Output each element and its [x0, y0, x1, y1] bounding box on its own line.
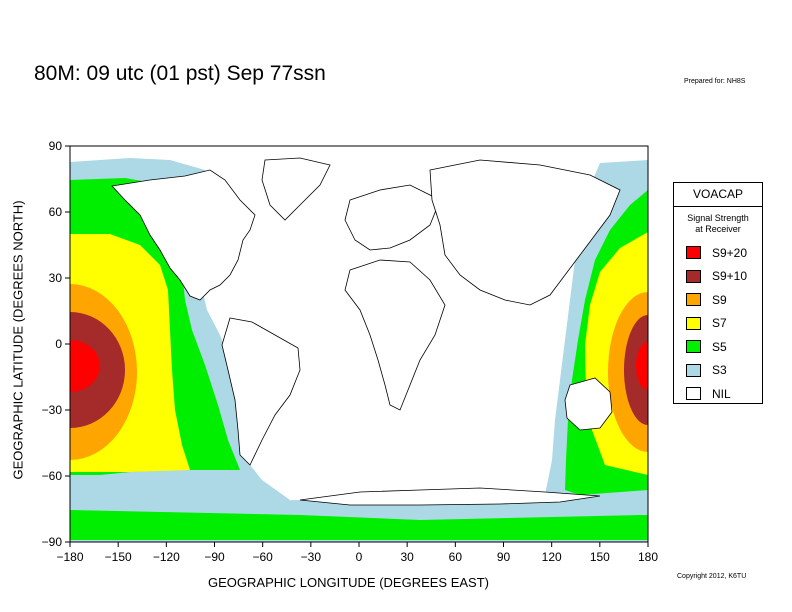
legend-label: S9+10	[712, 269, 748, 284]
x-tick-label: 30	[400, 550, 414, 564]
legend-item: S3	[674, 359, 762, 383]
band-s9plus20-east	[636, 342, 648, 390]
legend-item: S9+10	[674, 265, 762, 289]
legend-item: S9	[674, 288, 762, 312]
legend-item: S5	[674, 335, 762, 359]
legend-swatch	[686, 340, 701, 354]
x-tick-label: −180	[56, 550, 83, 564]
africa	[344, 259, 446, 411]
band-s5-south	[70, 510, 648, 540]
legend-label: S3	[712, 363, 727, 378]
legend-item: S9+20	[674, 241, 762, 265]
legend-label: S9+20	[712, 245, 748, 260]
y-tick-label: −30	[42, 403, 63, 417]
y-tick-label: 90	[49, 139, 63, 153]
band-s9plus10-east	[624, 315, 648, 425]
legend-swatch	[686, 246, 701, 260]
x-tick-label: 0	[356, 550, 363, 564]
legend-title: VOACAP	[674, 183, 762, 207]
continent-outlines	[111, 157, 621, 506]
y-axis-ticks: 90 60 30 0 −30 −60 −90	[42, 139, 70, 549]
legend-swatch	[686, 387, 701, 401]
legend-items: S9+20 S9+10 S9 S7 S5 S3 NIL	[674, 241, 762, 406]
north-america	[111, 169, 256, 301]
legend-subtitle-line1: Signal Strength	[687, 213, 749, 223]
map-title: 80M: 09 utc (01 pst) Sep 77ssn	[34, 62, 326, 85]
legend-item: S7	[674, 312, 762, 336]
x-axis-ticks: −180 −150 −120 −90 −60 −30 0 30 60 90 120 150 180	[56, 542, 658, 564]
x-tick-label: −150	[105, 550, 132, 564]
copyright-note: Copyright 2012, K6TU	[677, 573, 747, 580]
y-tick-label: −60	[42, 469, 63, 483]
legend-swatch	[686, 269, 701, 283]
antarctica	[299, 487, 601, 506]
coverage-bands	[70, 157, 648, 542]
legend-label: S7	[712, 316, 727, 331]
legend-item: NIL	[674, 382, 762, 406]
x-tick-label: −60	[252, 550, 273, 564]
x-tick-label: 90	[497, 550, 511, 564]
legend-subtitle: Signal Strength at Receiver	[674, 213, 762, 235]
y-tick-label: 30	[49, 271, 63, 285]
legend-label: S5	[712, 339, 727, 354]
y-tick-label: 0	[55, 337, 62, 351]
australia	[564, 377, 613, 431]
x-tick-label: 150	[590, 550, 610, 564]
legend-swatch	[686, 363, 701, 377]
x-tick-label: 60	[449, 550, 463, 564]
y-tick-label: −90	[42, 535, 63, 549]
band-s9plus20-west	[70, 340, 100, 392]
signal-legend: VOACAP Signal Strength at Receiver S9+20…	[673, 182, 763, 404]
x-tick-label: −30	[301, 550, 322, 564]
legend-label: S9	[712, 292, 727, 307]
legend-swatch	[686, 316, 701, 330]
legend-swatch	[686, 293, 701, 307]
europe	[344, 184, 441, 251]
x-tick-label: −90	[204, 550, 225, 564]
greenland	[261, 157, 331, 221]
x-axis-label: GEOGRAPHIC LONGITUDE (DEGREES EAST)	[208, 575, 489, 590]
legend-subtitle-line2: at Receiver	[695, 224, 741, 234]
x-tick-label: 180	[638, 550, 658, 564]
x-tick-label: −120	[153, 550, 180, 564]
y-tick-label: 60	[49, 205, 63, 219]
south-america	[221, 317, 301, 466]
legend-label: NIL	[712, 386, 731, 401]
x-tick-label: 120	[542, 550, 562, 564]
asia	[429, 159, 621, 306]
prepared-for-note: Prepared for: NH8S	[684, 78, 746, 85]
